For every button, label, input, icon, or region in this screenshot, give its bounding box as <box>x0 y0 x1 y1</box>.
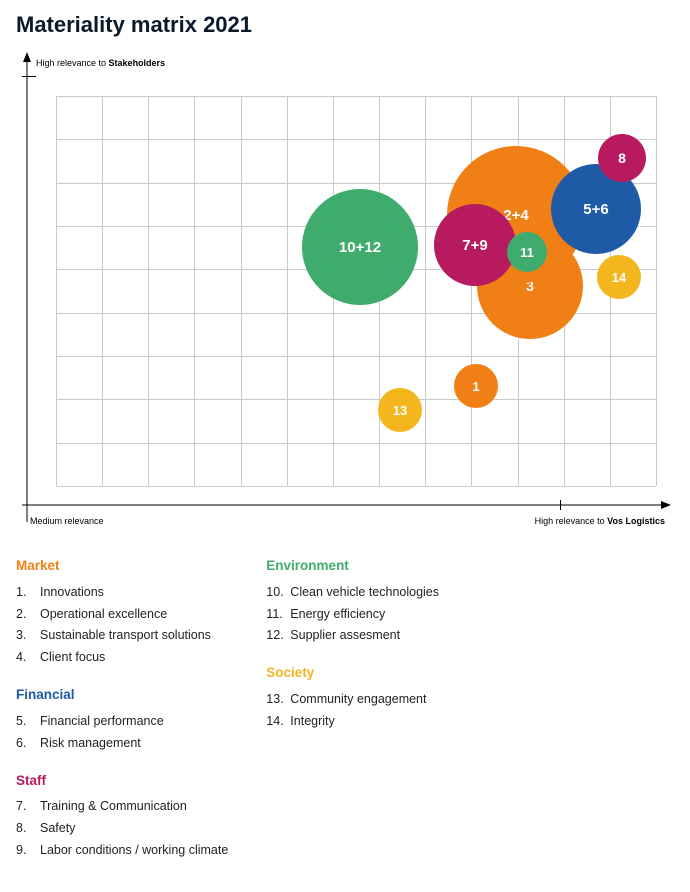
y-axis-label: High relevance to Stakeholders <box>36 58 165 68</box>
legend-section: Society 13. Community engagement 14. Integri… <box>266 661 439 732</box>
legend-heading: Staff <box>16 769 228 793</box>
bubble-14: 14 <box>597 255 641 299</box>
legend-item-number: 8. <box>16 818 34 840</box>
legend-item: 1. Innovations <box>16 582 228 604</box>
legend-item-text: Supplier assesment <box>290 625 400 647</box>
bubble-10-12: 10+12 <box>302 189 418 305</box>
legend-item-text: Training & Communication <box>40 796 187 818</box>
y-axis-label-prefix: High relevance to <box>36 58 109 68</box>
legend-item: 7. Training & Communication <box>16 796 228 818</box>
bubble-13: 13 <box>378 388 422 432</box>
legend-heading: Society <box>266 661 439 685</box>
y-axis-arrow <box>22 52 32 532</box>
bubble-7-9: 7+9 <box>434 204 516 286</box>
legend-item-text: Energy efficiency <box>290 604 385 626</box>
x-axis-label-right-prefix: High relevance to <box>535 516 608 526</box>
bubble-11: 11 <box>507 232 547 272</box>
legend-item-text: Labor conditions / working climate <box>40 840 228 862</box>
legend-item: 13. Community engagement <box>266 689 439 711</box>
legend-section: Financial 5. Financial performance 6. Risk m… <box>16 683 228 754</box>
legend-item-text: Clean vehicle technologies <box>290 582 439 604</box>
bubble-8: 8 <box>598 134 646 182</box>
legend-item-text: Financial performance <box>40 711 164 733</box>
legend-item: 11. Energy efficiency <box>266 604 439 626</box>
legend-item-number: 6. <box>16 733 34 755</box>
legend-item-text: Innovations <box>40 582 104 604</box>
legend-item-text: Integrity <box>290 711 334 733</box>
legend: Market 1. Innovations 2. Operational excelle… <box>16 554 674 876</box>
legend-item: 3. Sustainable transport solutions <box>16 625 228 647</box>
bubble-1: 1 <box>454 364 498 408</box>
legend-item-text: Safety <box>40 818 75 840</box>
legend-item: 14. Integrity <box>266 711 439 733</box>
legend-item-number: 12. <box>266 625 284 647</box>
legend-item: 10. Clean vehicle technologies <box>266 582 439 604</box>
legend-item: 8. Safety <box>16 818 228 840</box>
x-axis-arrow <box>16 500 671 510</box>
legend-item-number: 5. <box>16 711 34 733</box>
legend-item: 2. Operational excellence <box>16 604 228 626</box>
legend-item-text: Risk management <box>40 733 141 755</box>
legend-item: 6. Risk management <box>16 733 228 755</box>
legend-item-text: Community engagement <box>290 689 426 711</box>
legend-item-number: 13. <box>266 689 284 711</box>
y-tick <box>22 76 36 77</box>
page-title: Materiality matrix 2021 <box>16 12 674 38</box>
legend-column: Market 1. Innovations 2. Operational excelle… <box>16 554 228 876</box>
x-axis-label-right: High relevance to Vos Logistics <box>535 516 665 526</box>
materiality-chart: High relevance to Stakeholders Medium re… <box>16 52 671 532</box>
legend-item-number: 9. <box>16 840 34 862</box>
legend-item-number: 3. <box>16 625 34 647</box>
legend-item-number: 4. <box>16 647 34 669</box>
legend-item: 12. Supplier assesment <box>266 625 439 647</box>
x-axis-label-left: Medium relevance <box>30 516 104 526</box>
legend-item-text: Client focus <box>40 647 105 669</box>
chart-bubbles: 32+410+127+95+681114113 <box>56 96 656 486</box>
legend-item-number: 1. <box>16 582 34 604</box>
legend-section: Environment 10. Clean vehicle technologies… <box>266 554 439 647</box>
legend-item-number: 14. <box>266 711 284 733</box>
y-axis-label-bold: Stakeholders <box>109 58 166 68</box>
legend-item-text: Sustainable transport solutions <box>40 625 211 647</box>
x-axis-label-right-bold: Vos Logistics <box>607 516 665 526</box>
legend-heading: Market <box>16 554 228 578</box>
legend-item-text: Operational excellence <box>40 604 167 626</box>
legend-section: Staff7.Training & Communication8.Safety9… <box>16 769 228 862</box>
legend-item: 5. Financial performance <box>16 711 228 733</box>
legend-heading: Environment <box>266 554 439 578</box>
legend-heading: Financial <box>16 683 228 707</box>
legend-item-number: 7. <box>16 796 34 818</box>
x-tick <box>560 500 561 510</box>
legend-item-number: 11. <box>266 604 284 626</box>
legend-item: 9. Labor conditions / working climate <box>16 840 228 862</box>
legend-section: Market 1. Innovations 2. Operational excelle… <box>16 554 228 669</box>
legend-column: Environment 10. Clean vehicle technologies… <box>266 554 439 876</box>
legend-item-number: 2. <box>16 604 34 626</box>
legend-item: 4. Client focus <box>16 647 228 669</box>
legend-item-number: 10. <box>266 582 284 604</box>
